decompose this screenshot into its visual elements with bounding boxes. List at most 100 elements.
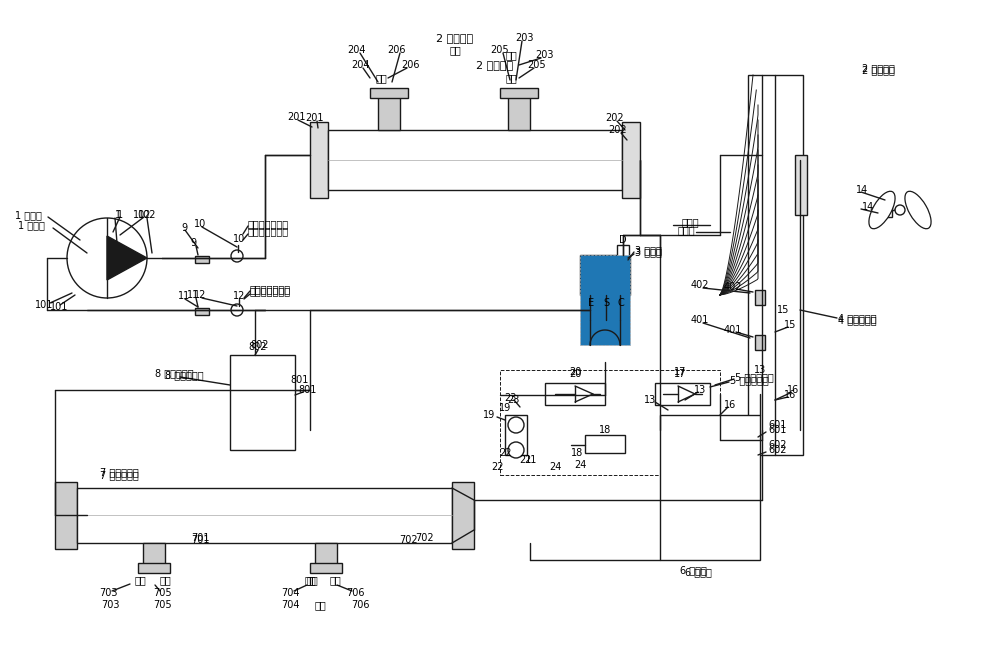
- Text: 5 电子膨胀阀: 5 电子膨胀阀: [735, 372, 774, 382]
- Text: 1 压缩机: 1 压缩机: [18, 220, 45, 230]
- Text: 203: 203: [536, 50, 554, 60]
- Text: 进风侧: 进风侧: [677, 225, 695, 235]
- Text: 402: 402: [691, 280, 709, 290]
- Text: 22: 22: [499, 448, 511, 458]
- Bar: [195, 256, 209, 263]
- Text: 706: 706: [346, 588, 364, 598]
- Text: 602: 602: [768, 440, 786, 450]
- Text: 16: 16: [787, 385, 799, 395]
- Text: 401: 401: [724, 325, 742, 335]
- Text: 1: 1: [115, 210, 121, 220]
- Bar: [622, 122, 640, 198]
- Circle shape: [67, 218, 147, 298]
- Bar: [505, 415, 527, 455]
- Text: 3 四通阀: 3 四通阀: [635, 247, 662, 257]
- Bar: [310, 122, 328, 198]
- Text: 13: 13: [644, 395, 656, 405]
- Text: 6 储液器: 6 储液器: [685, 567, 712, 577]
- Bar: [55, 482, 77, 549]
- Text: 205: 205: [528, 60, 546, 70]
- Text: 20: 20: [569, 369, 581, 379]
- Circle shape: [895, 205, 905, 215]
- Text: 15: 15: [784, 320, 796, 330]
- Text: 802: 802: [249, 342, 267, 352]
- Bar: [143, 543, 165, 565]
- Text: 701: 701: [191, 535, 209, 545]
- Text: 8 气液分离器: 8 气液分离器: [155, 368, 194, 378]
- Polygon shape: [107, 236, 147, 280]
- Bar: [755, 290, 765, 305]
- Text: 206: 206: [401, 60, 419, 70]
- Text: 24: 24: [549, 462, 561, 472]
- Text: 出水: 出水: [306, 575, 318, 585]
- Text: 101: 101: [50, 302, 68, 312]
- Text: 204: 204: [348, 45, 366, 55]
- Bar: [230, 355, 295, 450]
- Text: 204: 204: [351, 60, 369, 70]
- Text: 进水: 进水: [505, 50, 517, 60]
- Text: 高压压力传感器: 高压压力传感器: [248, 226, 289, 236]
- Text: 705: 705: [154, 600, 172, 610]
- Bar: [195, 308, 209, 315]
- Bar: [795, 155, 807, 215]
- Bar: [580, 255, 630, 345]
- Text: 402: 402: [724, 282, 742, 292]
- Circle shape: [508, 417, 524, 433]
- Text: 17: 17: [674, 369, 686, 379]
- Text: 进水: 进水: [134, 575, 146, 585]
- Text: 进水: 进水: [304, 575, 316, 585]
- Bar: [878, 205, 892, 217]
- Text: 进水: 进水: [159, 575, 171, 585]
- Text: 8 气液分离器: 8 气液分离器: [165, 370, 204, 380]
- Text: 205: 205: [491, 45, 509, 55]
- Text: 低压压力传感器: 低压压力传感器: [250, 286, 291, 296]
- Text: 6 储液器: 6 储液器: [680, 565, 707, 575]
- Text: 10: 10: [233, 234, 245, 244]
- Text: 13: 13: [754, 365, 766, 375]
- Text: 202: 202: [606, 113, 624, 123]
- Circle shape: [231, 304, 243, 316]
- Text: 2 热回收器: 2 热回收器: [476, 60, 514, 70]
- Bar: [452, 482, 474, 549]
- Text: 1 压缩机: 1 压缩机: [15, 210, 42, 220]
- Text: 101: 101: [35, 300, 53, 310]
- Text: 401: 401: [691, 315, 709, 325]
- Text: 4 风侧换热器: 4 风侧换热器: [838, 313, 877, 323]
- Text: 18: 18: [599, 425, 611, 435]
- Text: 11: 11: [187, 290, 199, 300]
- Text: 3 四通阀: 3 四通阀: [635, 245, 662, 255]
- Bar: [660, 415, 760, 560]
- Text: 201: 201: [287, 112, 305, 122]
- Bar: [545, 383, 605, 405]
- Text: 21: 21: [524, 455, 536, 465]
- Text: 1: 1: [117, 210, 123, 220]
- Circle shape: [231, 250, 243, 262]
- Text: 602: 602: [768, 445, 786, 455]
- Text: 13: 13: [694, 385, 706, 395]
- Text: 203: 203: [516, 33, 534, 43]
- Text: 703: 703: [101, 600, 119, 610]
- Text: 801: 801: [291, 375, 309, 385]
- Text: 22: 22: [492, 462, 504, 472]
- Bar: [655, 383, 710, 405]
- Text: 进水: 进水: [449, 45, 461, 55]
- Text: 11: 11: [178, 291, 190, 301]
- Text: 出水: 出水: [375, 73, 387, 83]
- Text: 14: 14: [862, 202, 874, 212]
- Text: 2 热回收器: 2 热回收器: [862, 63, 895, 73]
- Text: 702: 702: [399, 535, 417, 545]
- Bar: [77, 488, 452, 543]
- Text: 19: 19: [483, 410, 495, 420]
- Text: 704: 704: [281, 588, 299, 598]
- Text: D: D: [619, 235, 627, 245]
- Text: 2 热回收器: 2 热回收器: [862, 65, 895, 75]
- Text: 21: 21: [519, 455, 531, 465]
- Text: 16: 16: [724, 400, 736, 410]
- Text: 701: 701: [191, 533, 209, 543]
- Text: 24: 24: [574, 460, 586, 470]
- Bar: [138, 563, 170, 573]
- Text: 19: 19: [499, 403, 511, 413]
- Bar: [378, 95, 400, 130]
- Text: C: C: [618, 298, 624, 308]
- Bar: [328, 130, 622, 190]
